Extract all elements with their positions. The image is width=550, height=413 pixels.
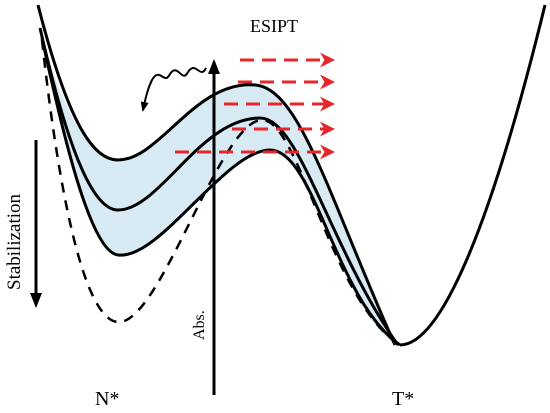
stabilization-label: Stabilization [4,193,25,290]
esipt-label: ESIPT [250,16,298,36]
stabilized-curve-dashed [40,39,401,347]
potential-curve-outer [36,4,397,346]
potential-curve-middle [38,27,400,346]
tautomer-state-label: T* [392,388,414,410]
tautomer-well-right [399,4,547,347]
normal-state-label: N* [95,388,119,410]
potential-curve-lower [40,37,401,347]
abs-label: Abs. [191,310,208,340]
stabilization-band [42,38,395,345]
wavy-arrow-icon [140,67,207,112]
esipt-arrows [175,52,335,160]
